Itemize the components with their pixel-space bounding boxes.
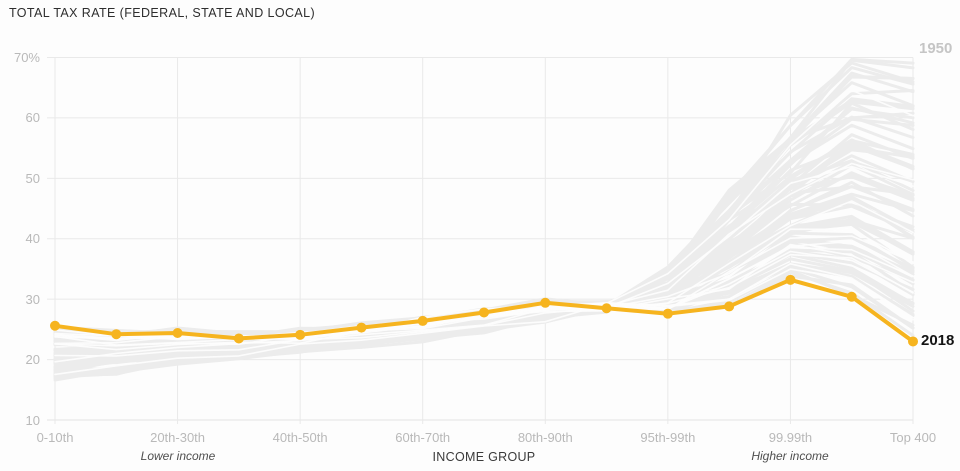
y-tick-label: 40 bbox=[25, 231, 40, 247]
y-tick-label: 60 bbox=[25, 110, 40, 126]
data-point bbox=[724, 301, 735, 312]
data-point bbox=[785, 274, 796, 285]
data-point bbox=[601, 303, 612, 314]
x-tick-label: 80th-90th bbox=[517, 430, 573, 445]
data-point bbox=[479, 307, 489, 318]
background-year-line bbox=[53, 57, 915, 377]
higher-income-note: Higher income bbox=[751, 449, 829, 463]
y-tick-label: 10 bbox=[25, 412, 40, 428]
x-tick-label: Top 400 bbox=[889, 430, 937, 445]
data-point bbox=[50, 320, 60, 331]
band-streak bbox=[54, 235, 914, 347]
x-tick-label: 60th-70th bbox=[395, 430, 451, 445]
y-tick-label: 20 bbox=[25, 352, 40, 368]
x-tick-label: 40th-50th bbox=[272, 430, 328, 445]
y-tick-label: 50 bbox=[25, 170, 40, 186]
data-point bbox=[846, 291, 857, 302]
x-axis-title: INCOME GROUP bbox=[432, 450, 536, 464]
background-year-annotation: 1950 bbox=[919, 40, 953, 57]
data-point bbox=[908, 336, 918, 347]
data-point bbox=[662, 308, 673, 319]
background-year-line bbox=[53, 58, 915, 380]
x-tick-label: 99.99th bbox=[768, 430, 813, 445]
data-point bbox=[172, 328, 183, 338]
band-streak bbox=[54, 165, 914, 357]
x-tick-label: 20th-30th bbox=[150, 430, 206, 445]
data-point bbox=[356, 322, 367, 333]
y-tick-label: 30 bbox=[25, 291, 40, 307]
x-tick-label: 95th-99th bbox=[640, 430, 696, 445]
data-point bbox=[233, 333, 244, 344]
data-point bbox=[111, 329, 122, 340]
y-tick-label: 70% bbox=[13, 50, 40, 65]
lower-income-note: Lower income bbox=[140, 449, 216, 463]
x-tick-label: 0-10th bbox=[36, 430, 74, 445]
highlight-year-annotation: 2018 bbox=[921, 332, 955, 350]
data-point bbox=[540, 297, 551, 308]
data-point bbox=[417, 315, 428, 326]
data-point bbox=[295, 329, 306, 340]
chart-title: TOTAL TAX RATE (FEDERAL, STATE AND LOCAL… bbox=[9, 6, 316, 20]
